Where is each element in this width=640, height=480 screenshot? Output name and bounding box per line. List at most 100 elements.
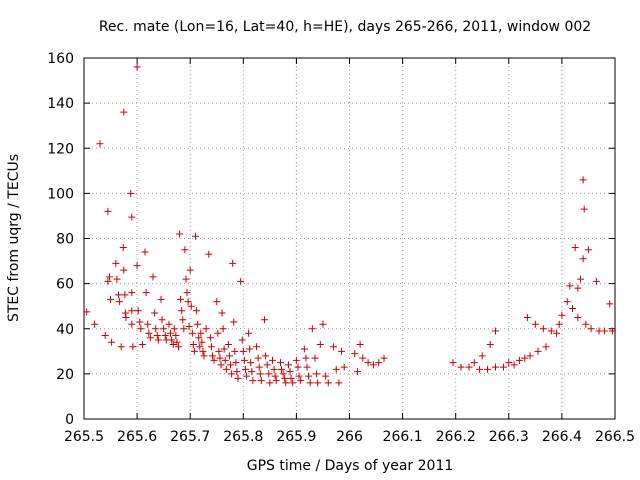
data-point xyxy=(340,363,348,371)
y-axis-tick-labels: 0 20 40 60 80 100 120 140 160 xyxy=(47,51,74,428)
data-point xyxy=(177,295,185,303)
data-point xyxy=(253,343,261,351)
data-point xyxy=(157,295,165,303)
data-point xyxy=(198,338,206,346)
grid-lines xyxy=(84,58,615,419)
data-point xyxy=(261,316,269,324)
data-point xyxy=(579,176,587,184)
data-point xyxy=(180,325,188,333)
data-point xyxy=(142,289,150,297)
data-point xyxy=(128,307,136,315)
data-point xyxy=(308,325,316,333)
data-point xyxy=(359,354,367,362)
data-point xyxy=(254,354,262,362)
data-point xyxy=(128,213,136,221)
data-point xyxy=(521,354,529,362)
data-point xyxy=(531,320,539,328)
data-point xyxy=(101,332,109,340)
data-point xyxy=(91,320,99,328)
data-point xyxy=(215,347,223,355)
data-point xyxy=(190,347,198,355)
data-point xyxy=(353,368,361,376)
data-point xyxy=(324,379,332,387)
data-point xyxy=(205,250,213,258)
data-point xyxy=(104,207,112,215)
data-point xyxy=(115,291,123,299)
data-point xyxy=(574,284,582,292)
data-point xyxy=(184,298,192,306)
data-point xyxy=(592,277,600,285)
data-point xyxy=(227,361,235,369)
data-point xyxy=(314,379,322,387)
data-point xyxy=(499,363,507,371)
data-point xyxy=(248,368,256,376)
data-point xyxy=(449,359,457,367)
data-point xyxy=(515,356,523,364)
data-point xyxy=(232,359,240,367)
data-point xyxy=(187,302,195,310)
data-point xyxy=(229,259,237,267)
data-point xyxy=(151,309,159,317)
data-point xyxy=(246,345,254,353)
data-point xyxy=(122,313,130,321)
data-point xyxy=(351,350,359,358)
data-point xyxy=(128,289,136,297)
x-tick-label: 266 xyxy=(336,429,363,445)
data-point xyxy=(237,277,245,285)
data-point xyxy=(316,341,324,349)
data-point xyxy=(276,359,284,367)
data-point xyxy=(133,63,141,71)
data-point xyxy=(172,332,180,340)
data-point xyxy=(183,289,191,297)
data-point xyxy=(225,352,233,360)
data-point xyxy=(245,329,253,337)
data-point xyxy=(249,377,257,385)
data-point xyxy=(269,356,277,364)
data-point xyxy=(356,341,364,349)
data-point xyxy=(523,313,531,321)
data-point xyxy=(120,108,128,116)
data-point xyxy=(478,352,486,360)
data-point xyxy=(230,318,238,326)
data-point xyxy=(465,363,473,371)
data-point xyxy=(113,275,121,283)
data-point xyxy=(193,307,201,315)
data-point xyxy=(571,244,579,252)
data-point xyxy=(270,365,278,373)
data-point xyxy=(121,291,129,299)
data-point xyxy=(300,345,308,353)
y-tick-label: 60 xyxy=(56,277,74,293)
data-point xyxy=(295,372,303,380)
data-point xyxy=(154,336,162,344)
data-point xyxy=(218,309,226,317)
data-point xyxy=(335,379,343,387)
data-point xyxy=(364,359,372,367)
data-point xyxy=(579,255,587,263)
data-point xyxy=(197,329,205,337)
data-point xyxy=(510,361,518,369)
axis-ticks xyxy=(83,57,616,420)
x-tick-label: 266.3 xyxy=(489,429,529,445)
data-point xyxy=(287,374,295,382)
data-point xyxy=(200,352,208,360)
data-point xyxy=(214,329,222,337)
data-point xyxy=(83,308,91,316)
x-tick-label: 265.7 xyxy=(170,429,210,445)
data-point xyxy=(158,316,166,324)
data-point xyxy=(576,275,584,283)
y-tick-label: 40 xyxy=(56,322,74,338)
data-point xyxy=(306,379,314,387)
data-point xyxy=(233,368,241,376)
data-point xyxy=(294,363,302,371)
data-point xyxy=(194,320,202,328)
data-point xyxy=(188,329,196,337)
data-point xyxy=(107,295,115,303)
data-point xyxy=(271,372,279,380)
data-point xyxy=(189,341,197,349)
data-point xyxy=(134,307,142,315)
x-axis-label: GPS time / Days of year 2011 xyxy=(247,458,454,474)
data-point xyxy=(141,248,149,256)
data-point xyxy=(608,327,616,335)
data-point xyxy=(305,372,313,380)
x-tick-label: 266.1 xyxy=(383,429,423,445)
